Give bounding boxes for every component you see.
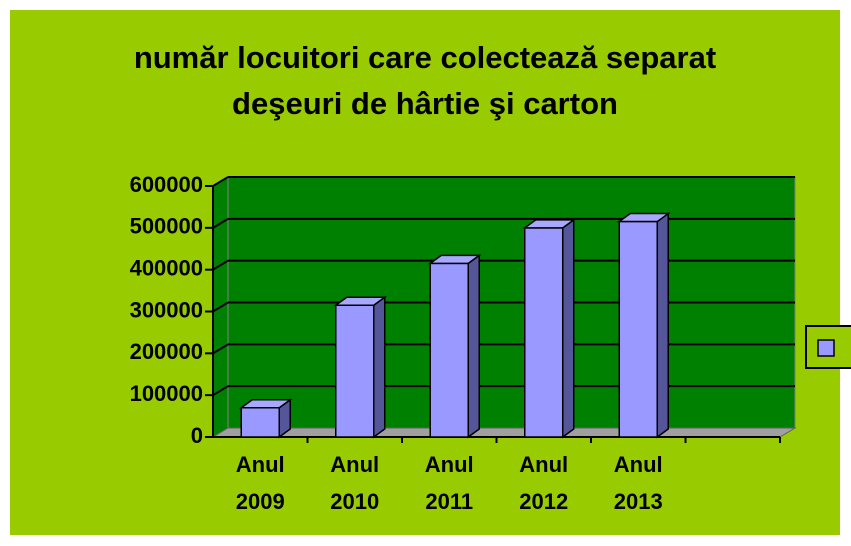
- bar: [427, 253, 482, 439]
- bar-front: [335, 304, 375, 438]
- y-tick-label: 600000: [130, 172, 203, 197]
- bar-front: [240, 406, 280, 438]
- y-tick-label: 300000: [130, 297, 203, 322]
- grid-line: [212, 259, 229, 271]
- bar: [238, 398, 293, 439]
- chart-title: număr locuitori care colectează separat …: [133, 40, 717, 121]
- y-tick-label: 0: [191, 423, 203, 448]
- bar: [522, 218, 577, 439]
- bar-side: [373, 295, 386, 439]
- bar-front: [524, 227, 564, 438]
- bar-top: [427, 254, 482, 265]
- bar-side: [467, 253, 480, 439]
- bar: [616, 212, 671, 439]
- bar-side: [656, 212, 669, 439]
- bar-top: [238, 398, 293, 409]
- grid-line: [212, 217, 229, 229]
- grid-line: [212, 385, 229, 397]
- x-tick-label: Anul 2012: [519, 452, 569, 514]
- x-tick-label: Anul 2011: [424, 452, 474, 514]
- grid-line: [212, 301, 229, 313]
- bar-front: [618, 220, 658, 438]
- x-tick-label: Anul 2013: [613, 452, 663, 514]
- grid-line: [212, 343, 229, 355]
- bar-top: [616, 212, 671, 223]
- y-tick-label: 500000: [130, 214, 203, 239]
- bar-top: [333, 296, 388, 306]
- y-tick-label: 200000: [130, 339, 203, 364]
- floor: [211, 427, 797, 438]
- y-tick-label: 100000: [130, 381, 203, 406]
- y-tick-label: 400000: [130, 255, 203, 280]
- legend-swatch: [817, 339, 835, 357]
- bar-front: [429, 262, 469, 438]
- x-tick-label: Anul 2009: [235, 452, 285, 514]
- bar-side: [562, 218, 575, 439]
- bar-top: [522, 219, 577, 229]
- grid-line: [212, 176, 229, 187]
- bar: [333, 295, 388, 439]
- x-tick-label: Anul 2010: [330, 452, 380, 514]
